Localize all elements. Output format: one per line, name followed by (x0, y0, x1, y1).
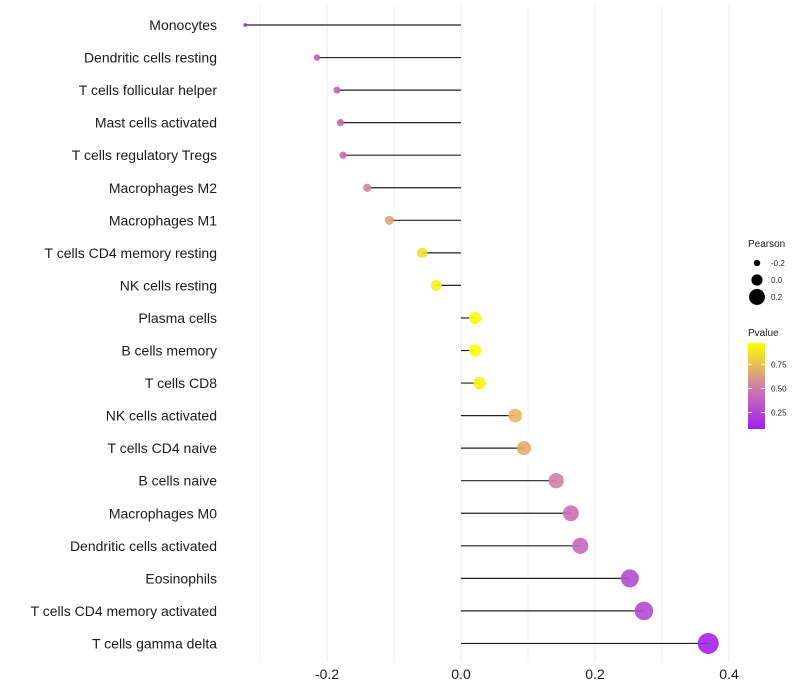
lollipop-point (473, 376, 486, 390)
lollipop-point (620, 569, 639, 588)
lollipop-point (634, 601, 654, 621)
lollipop-points (243, 23, 719, 654)
size-legend-dot (753, 259, 761, 267)
colorbar-label: 0.75 (771, 360, 787, 369)
y-tick-label: T cells CD8 (145, 375, 217, 391)
lollipop-point (697, 632, 719, 654)
y-tick-label: Macrophages M2 (109, 180, 217, 196)
lollipop-point (468, 344, 482, 357)
pvalue-colorbar (748, 343, 765, 429)
colorbar-label: 0.25 (771, 409, 787, 418)
y-tick-label: Plasma cells (138, 310, 217, 326)
lollipop-point (416, 247, 428, 258)
lollipop-point (333, 86, 341, 94)
size-legend-label: -0.2 (771, 259, 785, 268)
y-tick-label: Dendritic cells resting (84, 50, 217, 66)
y-tick-label: B cells memory (121, 343, 217, 359)
lollipop-point (243, 23, 248, 27)
lollipop-point (508, 408, 523, 423)
size-legend-dot (749, 289, 765, 305)
y-tick-label: T cells CD4 naive (108, 440, 218, 456)
y-tick-label: B cells naive (138, 473, 217, 489)
legend: Pearson -0.2 0.0 0.2 Pvalue 0.25 0.50 0.75 (748, 239, 787, 429)
size-legend-dot (751, 274, 763, 286)
lollipop-point (468, 311, 482, 325)
y-tick-label: Eosinophils (145, 570, 217, 586)
colorbar-label: 0.50 (771, 384, 787, 393)
y-tick-label: Macrophages M0 (109, 505, 217, 521)
size-legend-label: 0.2 (771, 293, 783, 302)
y-tick-label: T cells CD4 memory activated (31, 603, 217, 619)
y-tick-label: Macrophages M1 (109, 212, 217, 228)
lollipop-point (516, 441, 532, 456)
y-tick-label: Dendritic cells activated (70, 538, 217, 554)
size-legend-items: -0.2 0.0 0.2 (749, 259, 785, 305)
y-tick-label: Mast cells activated (95, 115, 217, 131)
y-tick-label: NK cells activated (106, 408, 217, 424)
y-tick-label: NK cells resting (120, 277, 217, 293)
size-legend-label: 0.0 (771, 276, 783, 285)
y-tick-label: T cells regulatory Tregs (72, 147, 217, 163)
lollipop-point (313, 54, 321, 61)
y-tick-label: T cells CD4 memory resting (45, 245, 217, 261)
grid-lines (259, 5, 730, 662)
color-legend-title: Pvalue (748, 328, 779, 339)
y-tick-label: T cells gamma delta (92, 635, 217, 651)
lollipop-point (548, 473, 564, 489)
lollipop-stems (245, 24, 709, 645)
x-tick-label: -0.2 (315, 666, 339, 682)
y-tick-label: Monocytes (149, 17, 217, 33)
x-tick-label: 0.0 (451, 666, 471, 682)
y-axis-labels: Monocytes Dendritic cells resting T cells … (31, 17, 218, 651)
x-axis-labels: -0.2 0.0 0.2 0.4 (315, 666, 739, 682)
lollipop-point (339, 151, 347, 159)
x-tick-label: 0.4 (719, 666, 739, 682)
lollipop-point (363, 183, 372, 192)
lollipop-point (336, 119, 345, 127)
lollipop-point (572, 537, 589, 554)
lollipop-point (562, 505, 579, 522)
y-tick-label: T cells follicular helper (79, 82, 218, 98)
color-legend-ticks: 0.25 0.50 0.75 (748, 360, 787, 418)
size-legend-title: Pearson (748, 239, 785, 250)
lollipop-point (384, 215, 394, 225)
x-tick-label: 0.2 (585, 666, 605, 682)
lollipop-point (430, 279, 442, 291)
